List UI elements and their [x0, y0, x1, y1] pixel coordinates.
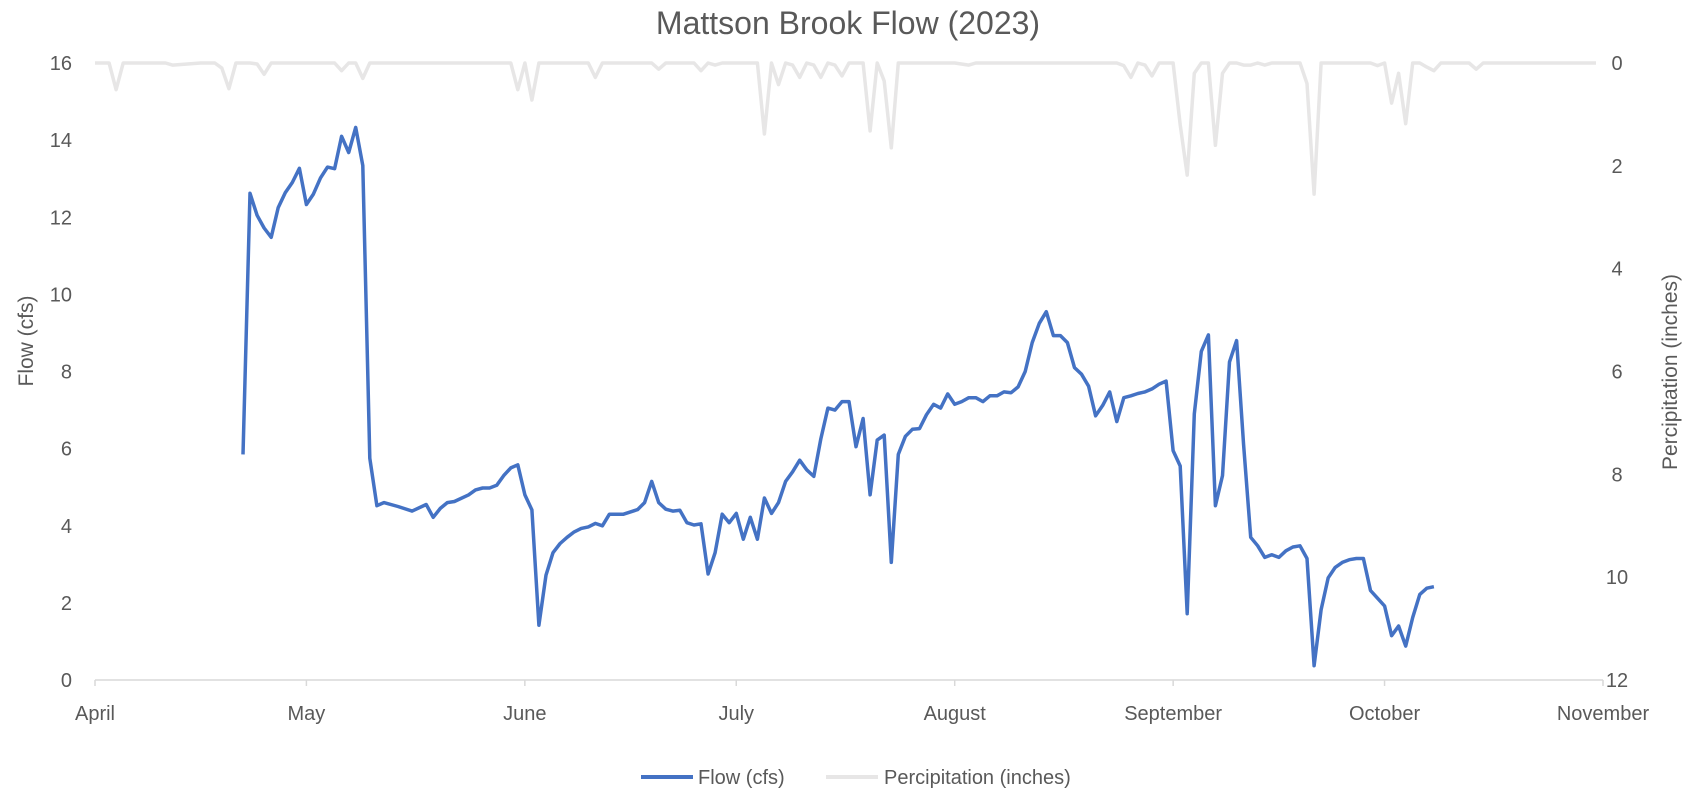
y-tick-label: 6 [61, 439, 72, 461]
left-axis-ticks: 0 2 4 6 8 10 12 14 16 [50, 53, 72, 692]
y-tick-label: 4 [61, 516, 72, 538]
y2-tick-label: 4 [1611, 259, 1622, 281]
x-tick-label: September [1124, 703, 1222, 725]
y2-tick-label: 12 [1606, 670, 1628, 692]
chart-title: Mattson Brook Flow (2023) [656, 5, 1040, 41]
y2-tick-label: 10 [1606, 567, 1628, 589]
right-axis-title: Percipitation (inches) [1659, 274, 1682, 470]
x-axis-ticks: April May June July August September October No… [75, 680, 1649, 725]
legend-label-flow: Flow (cfs) [698, 767, 785, 789]
y-tick-label: 8 [61, 362, 72, 384]
y-tick-label: 2 [61, 593, 72, 615]
x-tick-label: May [288, 703, 326, 725]
precipitation-series-layer [95, 61, 1596, 196]
x-tick-label: April [75, 703, 115, 725]
y-tick-label: 0 [61, 670, 72, 692]
x-tick-label: August [924, 703, 987, 725]
series-line-precipitation [95, 61, 1596, 196]
x-tick-label: November [1557, 703, 1650, 725]
y-tick-label: 14 [50, 130, 72, 152]
plot-area [95, 61, 1603, 681]
flow-series-layer [241, 125, 1435, 668]
y2-tick-label: 0 [1611, 53, 1622, 75]
series-line-flow [241, 125, 1435, 668]
right-axis-ticks: 0 2 4 6 8 10 12 [1606, 53, 1628, 692]
y-tick-label: 10 [50, 284, 72, 306]
y2-tick-label: 2 [1611, 156, 1622, 178]
x-tick-label: October [1349, 703, 1420, 725]
y2-tick-label: 8 [1611, 464, 1622, 486]
left-axis-title: Flow (cfs) [15, 296, 38, 387]
y-tick-label: 12 [50, 207, 72, 229]
y-tick-label: 16 [50, 53, 72, 75]
y2-tick-label: 6 [1611, 362, 1622, 384]
x-tick-label: June [503, 703, 546, 725]
x-tick-label: July [718, 703, 754, 725]
legend: Flow (cfs) Percipitation (inches) [641, 767, 1071, 789]
legend-label-precipitation: Percipitation (inches) [884, 767, 1071, 789]
